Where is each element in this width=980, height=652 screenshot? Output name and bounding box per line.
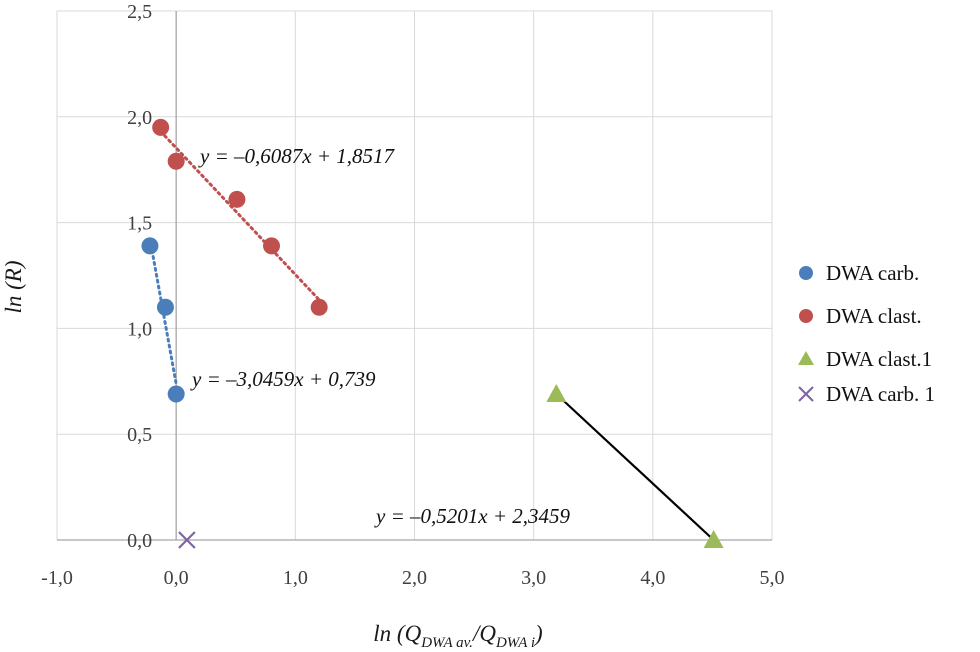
x-tick-label: 4,0 [640,567,665,589]
point-dwa-carb-1 [178,531,196,549]
grid-lines [56,10,773,540]
point-dwa-clast-1 [703,530,724,548]
y-tick-label: 1,5 [127,213,152,235]
legend-marker-circle-blue [799,266,813,280]
x-tick-label: 1,0 [283,567,308,589]
trendline-equation-clast1: y = –0,5201x + 2,3459 [374,504,570,528]
y-tick-label: 0,5 [127,424,152,446]
point-dwa-clast [167,152,185,170]
trendline-dwa-clast-1 [555,393,715,541]
point-dwa-clast-1 [546,383,567,402]
x-tick-label: 3,0 [521,567,546,589]
y-axis-title: ln (R) [1,260,26,313]
tick-labels: -1,0 0,0 1,0 2,0 3,0 4,0 5,0 0,0 0,5 1,0 1,5 2,0 2,5 [41,1,784,589]
x-tick-label: 0,0 [164,567,189,589]
trendline-equation-carb: y = –3,0459x + 0,739 [190,367,376,391]
trendline-dwa-clast [159,130,321,302]
x-tick-label: -1,0 [41,567,73,589]
data-points [141,118,724,549]
legend-item-dwa-carb1: DWA carb. 1 [798,382,935,406]
legend: DWA carb. DWA clast. DWA clast.1 DWA car… [798,261,935,406]
point-dwa-clast [310,298,328,316]
legend-item-dwa-clast1: DWA clast.1 [798,347,932,371]
axes [57,11,772,541]
legend-marker-x-purple [798,386,814,402]
legend-marker-circle-red [799,309,813,323]
y-tick-label: 1,0 [127,318,152,340]
point-dwa-clast [263,237,280,255]
point-dwa-carb [167,385,185,403]
legend-item-dwa-carb: DWA carb. [799,261,919,285]
legend-marker-triangle-green [798,351,814,365]
legend-label-dwa-clast: DWA clast. [826,304,922,328]
y-tick-label: 2,0 [127,107,152,129]
legend-label-dwa-carb1: DWA carb. 1 [826,382,935,406]
point-dwa-clast [228,190,246,208]
point-dwa-carb [156,298,174,316]
point-dwa-clast [152,118,170,136]
y-tick-label: 0,0 [127,530,152,552]
legend-label-dwa-carb: DWA carb. [826,261,919,285]
x-axis-title: ln (QDWA av./QDWA i) [373,621,542,651]
x-tick-label: 2,0 [402,567,427,589]
y-tick-label: 2,5 [127,1,152,23]
x-tick-label: 5,0 [760,567,785,589]
point-dwa-carb [141,237,159,255]
legend-label-dwa-clast1: DWA clast.1 [826,347,932,371]
trendline-equation-clast: y = –0,6087x + 1,8517 [198,144,395,168]
legend-item-dwa-clast: DWA clast. [799,304,922,328]
